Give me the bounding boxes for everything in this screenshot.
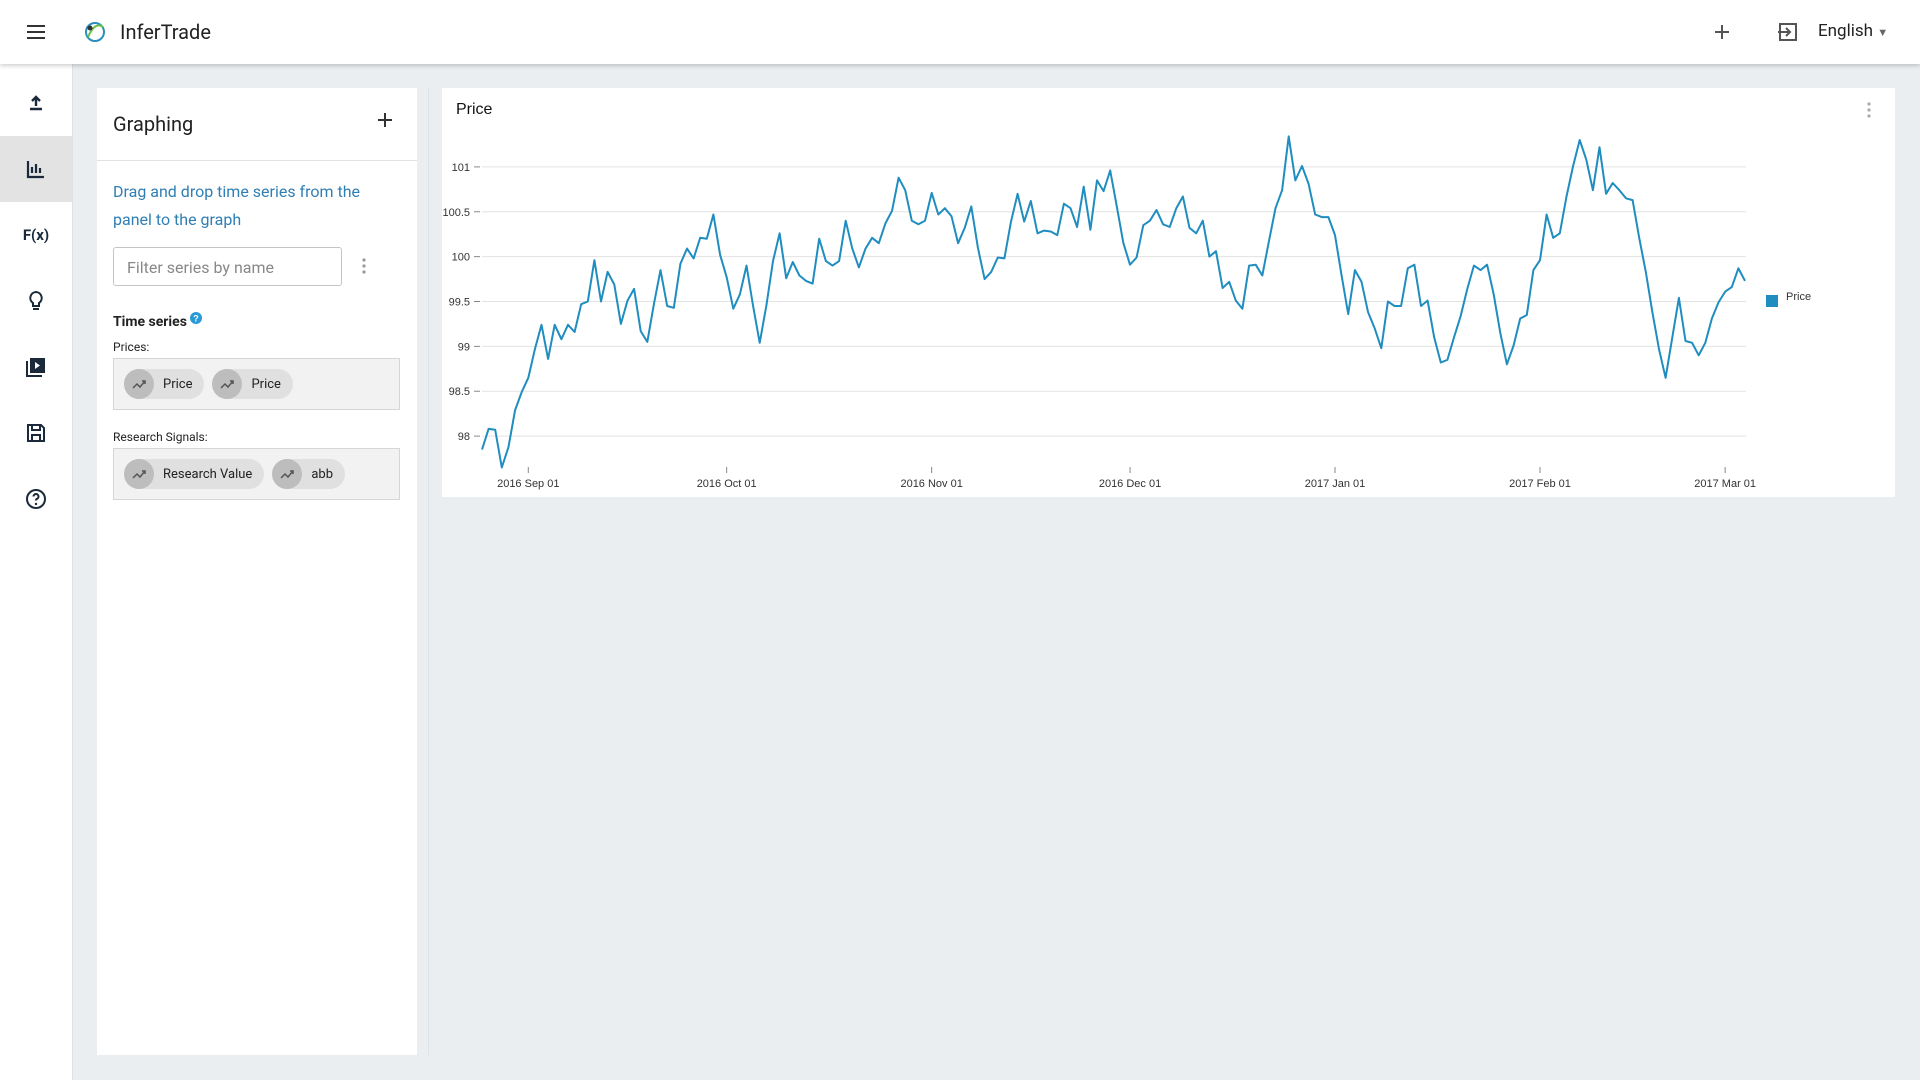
idea-icon[interactable] (0, 268, 72, 334)
upload-icon[interactable] (0, 70, 72, 136)
price-line (481, 135, 1746, 469)
chip-icon (272, 459, 303, 489)
chip-label: Research Value (163, 466, 253, 482)
series-chip[interactable]: Price (124, 369, 205, 399)
series-chip[interactable]: abb (272, 459, 346, 489)
filter-menu[interactable] (360, 256, 368, 276)
series-chip[interactable]: Research Value (124, 459, 265, 489)
y-tick-label: 100.5 (442, 207, 470, 219)
x-tick-label: 2017 Feb 01 (1509, 478, 1571, 490)
filter-placeholder: Filter series by name (127, 258, 274, 277)
x-tick-label: 2016 Oct 01 (697, 478, 757, 490)
chip-icon (124, 459, 154, 489)
chip-icon (212, 369, 243, 399)
logout-button[interactable] (1776, 20, 1800, 44)
graph-icon[interactable] (0, 136, 72, 202)
x-tick-label: 2016 Nov 01 (900, 478, 962, 490)
add-button[interactable] (1710, 20, 1734, 44)
x-tick-label: 2017 Jan 01 (1305, 478, 1366, 490)
add-graph-button[interactable] (373, 108, 397, 132)
video-icon[interactable] (0, 334, 72, 400)
y-tick-label: 98.5 (449, 386, 470, 398)
legend-label: Price (1786, 291, 1811, 303)
logo (85, 22, 105, 42)
series-box: Price Price (113, 358, 400, 410)
help-badge[interactable]: ? (190, 312, 203, 324)
graphing-panel: Graphing Drag and drop time series from … (97, 88, 417, 1055)
y-tick-label: 101 (452, 162, 470, 174)
top-bar: InferTrade English ▼ (0, 0, 1920, 64)
legend-swatch (1766, 295, 1778, 307)
series-box: Research Value abb (113, 448, 400, 500)
x-tick-label: 2016 Dec 01 (1099, 478, 1161, 490)
chart-title: Price (456, 101, 493, 118)
menu-button[interactable] (24, 20, 48, 44)
group-label: Research Signals: (113, 430, 208, 444)
chart-card (442, 88, 1895, 497)
svg-text:?: ? (194, 314, 200, 324)
splitter (428, 88, 429, 1055)
time-series-heading: Time series ? (113, 312, 203, 330)
series-chip[interactable]: Price (212, 369, 293, 399)
app-name: InferTrade (120, 20, 211, 44)
divider (97, 160, 417, 161)
group-label: Prices: (113, 340, 150, 354)
chip-label: abb (311, 466, 334, 482)
chip-icon (124, 369, 154, 399)
chip-label: Price (163, 376, 193, 392)
y-tick-label: 100 (452, 252, 470, 264)
function-icon[interactable]: F(x) (22, 226, 50, 244)
chart-menu[interactable] (1865, 100, 1873, 120)
sidebar: F(x) (0, 64, 73, 1080)
language: English (1818, 21, 1874, 41)
help-icon[interactable] (0, 466, 72, 532)
panel-title: Graphing (113, 112, 194, 136)
x-tick-label: 2017 Mar 01 (1694, 478, 1756, 490)
language-select[interactable]: English ▼ (1818, 21, 1889, 41)
save-icon[interactable] (0, 400, 72, 466)
y-tick-label: 98 (458, 431, 470, 443)
time-series-label: Time series (113, 314, 187, 330)
y-tick-label: 99 (458, 341, 470, 353)
instructions: Drag and drop time series from the panel… (113, 182, 361, 229)
x-tick-label: 2016 Sep 01 (497, 478, 559, 490)
y-tick-label: 99.5 (449, 297, 470, 309)
filter-input[interactable]: Filter series by name (113, 247, 342, 286)
chip-label: Price (251, 376, 281, 392)
